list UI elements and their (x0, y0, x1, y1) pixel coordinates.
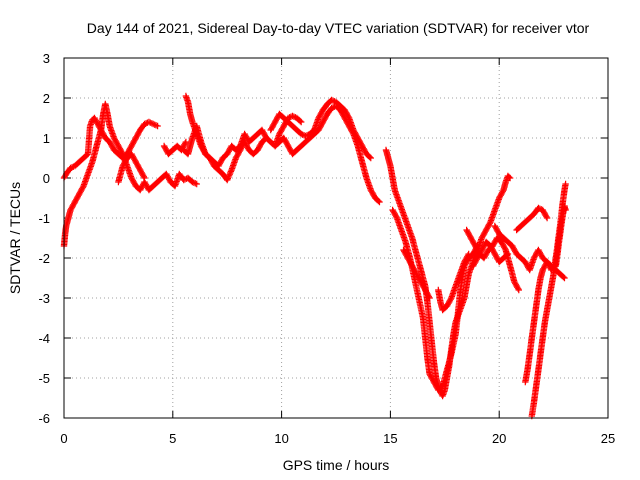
series-marker-path (400, 246, 433, 302)
y-tick-labels: -6 -5 -4 -3 -2 -1 0 1 2 3 (38, 51, 50, 426)
series-arc-5 (182, 92, 270, 170)
series-arc-8 (271, 102, 383, 206)
y-axis-label: SDTVAR / TECUs (7, 182, 23, 294)
x-tick-label: 15 (383, 431, 397, 446)
series-marker-path (389, 206, 481, 394)
series-marker-path (180, 112, 305, 184)
x-tick-label: 5 (169, 431, 176, 446)
y-tick-label: 1 (43, 131, 50, 146)
x-tick-label: 0 (60, 431, 67, 446)
chart-title: Day 144 of 2021, Sidereal Day-to-day VTE… (87, 20, 590, 36)
series-arc-19 (552, 202, 569, 270)
series-arc-4 (180, 112, 305, 184)
y-tick-label: -4 (38, 331, 50, 346)
y-tick-label: -6 (38, 411, 50, 426)
series-marker-path (60, 100, 200, 250)
series-marker-path (271, 102, 383, 206)
grid-lines (64, 58, 608, 418)
y-tick-label: -2 (38, 251, 50, 266)
y-tick-label: 3 (43, 51, 50, 66)
series-marker-path (435, 250, 472, 314)
y-tick-label: -1 (38, 211, 50, 226)
x-tick-label: 25 (601, 431, 615, 446)
y-tick-label: 2 (43, 91, 50, 106)
series-arc-16 (513, 204, 551, 234)
x-axis-label: GPS time / hours (283, 457, 390, 473)
y-tick-label: -5 (38, 371, 50, 386)
series-arc-6 (160, 138, 190, 158)
y-tick-label: -3 (38, 291, 50, 306)
series-arc-12 (435, 250, 472, 314)
y-tick-label: 0 (43, 171, 50, 186)
series-arc-14 (469, 238, 512, 270)
series-marker-path (115, 150, 148, 186)
plot-frame (63, 57, 609, 419)
series-marker-path (469, 238, 512, 270)
series-arc-3 (115, 150, 148, 186)
series-arc-11 (400, 246, 433, 302)
series-marker-path (160, 138, 190, 158)
x-tick-label: 10 (274, 431, 288, 446)
series-marker-path (182, 92, 270, 170)
series-marker-path (513, 204, 551, 234)
x-tick-label: 20 (492, 431, 506, 446)
series-arc-1 (60, 100, 200, 250)
series-marker-path (522, 258, 555, 386)
series-arc-10 (389, 206, 481, 394)
series-marker-path (552, 202, 569, 270)
data-markers (60, 92, 569, 420)
x-tick-labels: 0 5 10 15 20 25 (60, 431, 615, 446)
series-arc-17 (522, 258, 555, 386)
